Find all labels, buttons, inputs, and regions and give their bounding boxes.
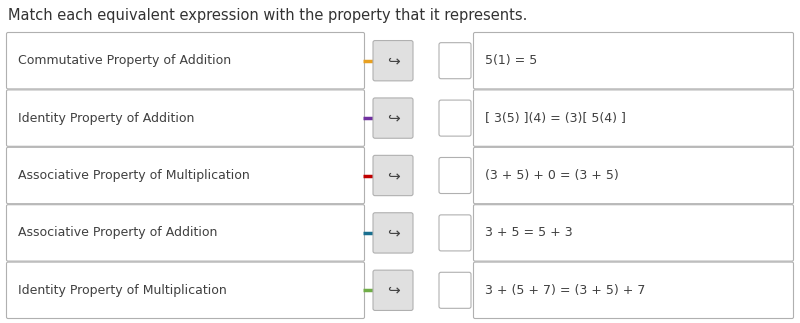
Text: Match each equivalent expression with the property that it represents.: Match each equivalent expression with th… bbox=[8, 8, 527, 23]
FancyBboxPatch shape bbox=[373, 270, 413, 310]
FancyBboxPatch shape bbox=[439, 43, 471, 79]
Text: Associative Property of Addition: Associative Property of Addition bbox=[18, 226, 218, 239]
Text: Associative Property of Multiplication: Associative Property of Multiplication bbox=[18, 169, 250, 182]
Text: Commutative Property of Addition: Commutative Property of Addition bbox=[18, 54, 231, 67]
FancyBboxPatch shape bbox=[6, 147, 365, 204]
FancyBboxPatch shape bbox=[373, 155, 413, 196]
Text: 5(1) = 5: 5(1) = 5 bbox=[485, 54, 538, 67]
FancyBboxPatch shape bbox=[474, 205, 794, 261]
FancyBboxPatch shape bbox=[373, 98, 413, 138]
Text: ↪: ↪ bbox=[386, 283, 399, 298]
FancyBboxPatch shape bbox=[6, 90, 365, 146]
Text: ↪: ↪ bbox=[386, 168, 399, 183]
FancyBboxPatch shape bbox=[373, 41, 413, 81]
FancyBboxPatch shape bbox=[373, 213, 413, 253]
Text: [ 3(5) ](4) = (3)[ 5(4) ]: [ 3(5) ](4) = (3)[ 5(4) ] bbox=[485, 112, 626, 125]
FancyBboxPatch shape bbox=[439, 272, 471, 308]
Text: (3 + 5) + 0 = (3 + 5): (3 + 5) + 0 = (3 + 5) bbox=[485, 169, 618, 182]
FancyBboxPatch shape bbox=[6, 262, 365, 318]
Text: ↪: ↪ bbox=[386, 53, 399, 68]
FancyBboxPatch shape bbox=[439, 215, 471, 251]
FancyBboxPatch shape bbox=[474, 262, 794, 318]
FancyBboxPatch shape bbox=[439, 158, 471, 193]
FancyBboxPatch shape bbox=[6, 33, 365, 89]
Text: 3 + (5 + 7) = (3 + 5) + 7: 3 + (5 + 7) = (3 + 5) + 7 bbox=[485, 284, 646, 297]
Text: Identity Property of Addition: Identity Property of Addition bbox=[18, 112, 194, 125]
Text: 3 + 5 = 5 + 3: 3 + 5 = 5 + 3 bbox=[485, 226, 573, 239]
Text: ↪: ↪ bbox=[386, 110, 399, 126]
FancyBboxPatch shape bbox=[474, 33, 794, 89]
FancyBboxPatch shape bbox=[439, 100, 471, 136]
Text: Identity Property of Multiplication: Identity Property of Multiplication bbox=[18, 284, 226, 297]
FancyBboxPatch shape bbox=[6, 205, 365, 261]
FancyBboxPatch shape bbox=[474, 90, 794, 146]
Text: ↪: ↪ bbox=[386, 225, 399, 240]
FancyBboxPatch shape bbox=[474, 147, 794, 204]
